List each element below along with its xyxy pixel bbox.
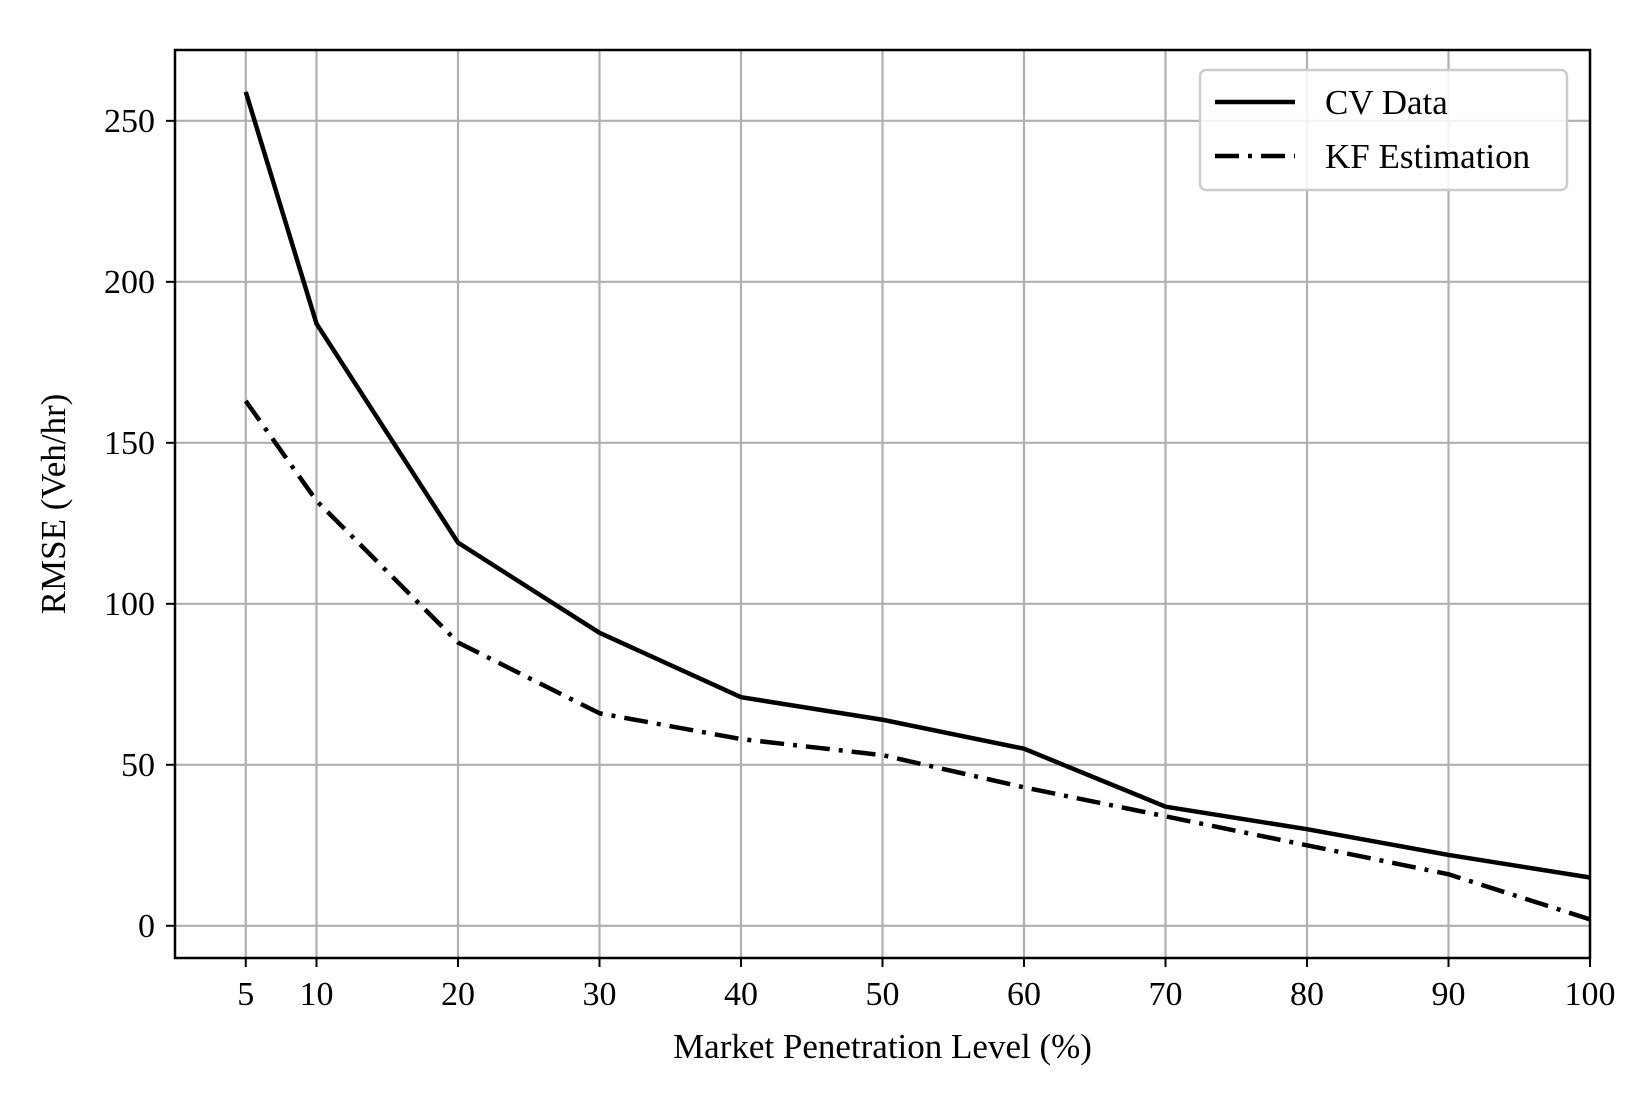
y-axis-ticks: 0 50 100 150 200 250 [104,103,175,945]
y-axis-label: RMSE (Veh/hr) [34,394,73,615]
x-tick-label: 90 [1432,976,1466,1013]
series-lines [243,91,1591,922]
x-tick-label: 20 [441,976,475,1013]
x-tick-label: 80 [1290,976,1324,1013]
x-tick-label: 30 [583,976,617,1013]
legend-label: KF Estimation [1325,137,1530,176]
x-tick-label: 5 [237,976,254,1013]
x-tick-label: 60 [1007,976,1041,1013]
legend: CV Data KF Estimation [1198,68,1569,192]
y-tick-label: 50 [121,747,155,784]
series-line-cv-data [243,91,1591,880]
legend-label: CV Data [1325,83,1448,122]
x-tick-label: 50 [866,976,900,1013]
y-tick-label: 0 [138,908,155,945]
x-tick-label: 40 [724,976,758,1013]
x-tick-label: 70 [1149,976,1183,1013]
y-tick-label: 150 [104,425,155,462]
y-tick-label: 250 [104,103,155,140]
x-tick-label: 100 [1565,976,1616,1013]
x-tick-label: 10 [300,976,334,1013]
y-tick-label: 100 [104,586,155,623]
y-tick-label: 200 [104,264,155,301]
x-axis-ticks: 5 10 20 30 40 50 60 70 80 90 100 [237,958,1616,1013]
series-line-kf-estimation [243,399,1591,922]
x-axis-label: Market Penetration Level (%) [673,1027,1092,1066]
